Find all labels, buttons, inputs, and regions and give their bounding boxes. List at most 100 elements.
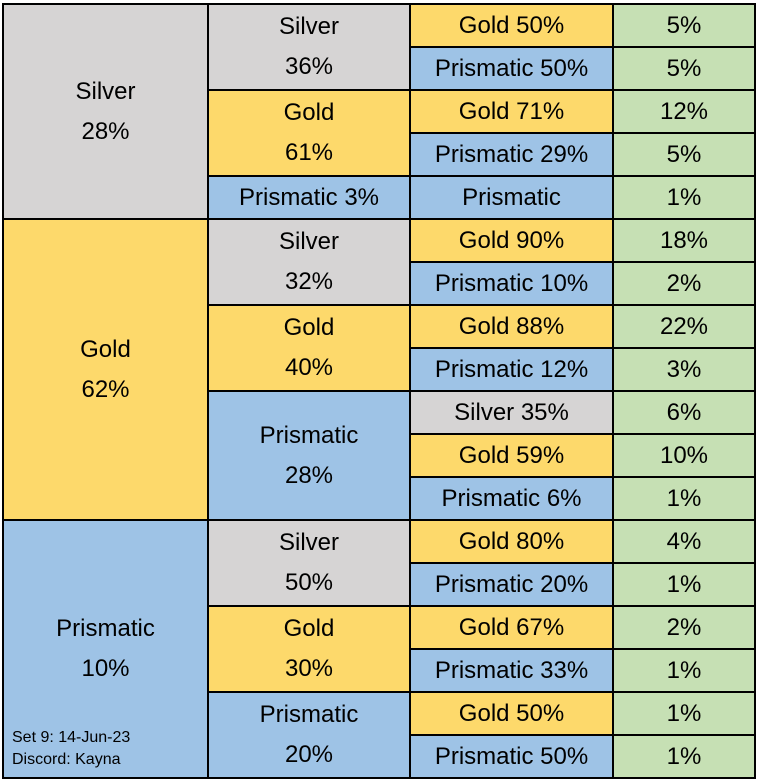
overall-probability-cell: 22% xyxy=(612,304,756,349)
overall-probability-cell: 5% xyxy=(612,46,756,91)
second-roll-prismatic: Prismatic 20% xyxy=(207,691,411,779)
second-roll-tier-percent: 40% xyxy=(284,354,334,381)
overall-probability-cell: 1% xyxy=(612,648,756,693)
overall-probability-value: 2% xyxy=(666,269,702,297)
second-roll-silver: Silver 36% xyxy=(207,3,411,91)
overall-probability-value: 4% xyxy=(666,527,702,555)
third-roll-outcome: Gold 88% xyxy=(409,304,614,349)
first-roll-gold: Gold 62% xyxy=(2,218,209,521)
second-roll-tier-label: Gold xyxy=(283,615,335,642)
third-roll-outcome-label: Prismatic 50% xyxy=(434,54,589,82)
overall-probability-cell: 6% xyxy=(612,390,756,435)
second-roll-tier-label: Gold xyxy=(283,99,335,126)
overall-probability-value: 10% xyxy=(659,441,709,469)
second-roll-tier-percent: 36% xyxy=(284,53,334,80)
first-roll-prismatic: Prismatic 10% xyxy=(2,519,209,779)
overall-probability-cell: 1% xyxy=(612,562,756,607)
overall-probability-cell: 12% xyxy=(612,89,756,134)
second-roll-tier-label: Silver xyxy=(278,228,339,255)
third-roll-outcome-label: Gold 67% xyxy=(458,613,565,641)
third-roll-outcome-label: Prismatic xyxy=(462,183,561,211)
second-roll-prismatic: Prismatic 3% xyxy=(207,175,411,220)
third-roll-outcome-label: Gold 50% xyxy=(458,11,565,39)
overall-probability-value: 3% xyxy=(666,355,702,383)
third-roll-outcome: Prismatic 50% xyxy=(409,734,614,779)
third-roll-outcome: Prismatic 29% xyxy=(409,132,614,177)
second-roll-tier-label: Prismatic xyxy=(259,421,359,449)
second-roll-tier-percent: 61% xyxy=(284,139,334,166)
first-roll-tier-percent: 28% xyxy=(81,117,130,145)
third-roll-outcome-label: Gold 90% xyxy=(458,226,565,254)
discord-credit: Discord: Kayna xyxy=(12,751,121,768)
overall-probability-cell: 1% xyxy=(612,691,756,736)
third-roll-outcome-label: Prismatic 50% xyxy=(434,742,589,770)
overall-probability-cell: 10% xyxy=(612,433,756,478)
third-roll-outcome: Prismatic 6% xyxy=(409,476,614,521)
overall-probability-cell: 5% xyxy=(612,132,756,177)
overall-probability-cell: 3% xyxy=(612,347,756,392)
first-roll-tier-percent: 62% xyxy=(81,375,130,403)
overall-probability-value: 1% xyxy=(666,742,702,770)
first-roll-tier-label: Silver xyxy=(75,77,136,105)
second-roll-tier-percent: 28% xyxy=(284,461,334,489)
overall-probability-value: 5% xyxy=(666,140,702,168)
overall-probability-value: 18% xyxy=(659,226,709,254)
third-roll-outcome: Gold 71% xyxy=(409,89,614,134)
overall-probability-value: 1% xyxy=(666,484,702,512)
overall-probability-value: 1% xyxy=(666,699,702,727)
second-roll-tier-label: Silver xyxy=(278,529,339,556)
third-roll-outcome: Gold 50% xyxy=(409,691,614,736)
third-roll-outcome-label: Prismatic 12% xyxy=(434,355,589,383)
third-roll-outcome: Prismatic 10% xyxy=(409,261,614,306)
third-roll-outcome-label: Prismatic 10% xyxy=(434,269,589,297)
third-roll-outcome: Gold 67% xyxy=(409,605,614,650)
set-date-credit: Set 9: 14-Jun-23 xyxy=(12,729,131,746)
third-roll-outcome: Prismatic 20% xyxy=(409,562,614,607)
second-roll-silver: Silver 50% xyxy=(207,519,411,607)
second-roll-gold: Gold 61% xyxy=(207,89,411,177)
third-roll-outcome: Prismatic 33% xyxy=(409,648,614,693)
overall-probability-value: 1% xyxy=(666,570,702,598)
second-roll-tier-percent: 32% xyxy=(284,268,334,295)
second-roll-tier-percent: 50% xyxy=(284,569,334,596)
third-roll-outcome: Prismatic xyxy=(409,175,614,220)
third-roll-outcome: Gold 80% xyxy=(409,519,614,564)
third-roll-outcome: Prismatic 50% xyxy=(409,46,614,91)
third-roll-outcome-label: Gold 80% xyxy=(458,527,565,555)
author-credit: Set 9: 14-Jun-23 Discord: Kayna xyxy=(12,727,130,771)
third-roll-outcome-label: Prismatic 6% xyxy=(441,484,582,512)
second-roll-tier: Prismatic 3% xyxy=(238,183,380,211)
second-roll-prismatic: Prismatic 28% xyxy=(207,390,411,521)
second-roll-gold: Gold 40% xyxy=(207,304,411,392)
overall-probability-value: 1% xyxy=(666,656,702,684)
overall-probability-value: 12% xyxy=(659,97,709,125)
third-roll-outcome-label: Gold 59% xyxy=(458,441,565,469)
third-roll-outcome: Prismatic 12% xyxy=(409,347,614,392)
third-roll-outcome-label: Gold 50% xyxy=(458,699,565,727)
second-roll-tier-label: Silver xyxy=(278,13,339,40)
overall-probability-cell: 2% xyxy=(612,261,756,306)
overall-probability-cell: 18% xyxy=(612,218,756,263)
third-roll-outcome: Gold 50% xyxy=(409,3,614,48)
second-roll-gold: Gold 30% xyxy=(207,605,411,693)
third-roll-outcome: Gold 90% xyxy=(409,218,614,263)
third-roll-outcome-label: Prismatic 33% xyxy=(434,656,589,684)
first-roll-tier-percent: 10% xyxy=(81,655,130,682)
second-roll-silver: Silver 32% xyxy=(207,218,411,306)
third-roll-outcome-label: Silver 35% xyxy=(454,398,569,426)
overall-probability-value: 6% xyxy=(666,398,702,426)
overall-probability-cell: 5% xyxy=(612,3,756,48)
overall-probability-value: 1% xyxy=(666,183,702,211)
overall-probability-cell: 4% xyxy=(612,519,756,564)
overall-probability-cell: 1% xyxy=(612,476,756,521)
first-roll-silver: Silver 28% xyxy=(2,3,209,220)
third-roll-outcome-label: Gold 88% xyxy=(458,312,565,340)
overall-probability-value: 2% xyxy=(666,613,702,641)
third-roll-outcome: Silver 35% xyxy=(409,390,614,435)
overall-probability-value: 22% xyxy=(659,312,709,340)
second-roll-tier-label: Gold xyxy=(283,314,335,341)
second-roll-tier-percent: 30% xyxy=(284,655,334,682)
second-roll-tier-label: Prismatic xyxy=(259,701,359,728)
third-roll-outcome-label: Prismatic 20% xyxy=(434,570,589,598)
